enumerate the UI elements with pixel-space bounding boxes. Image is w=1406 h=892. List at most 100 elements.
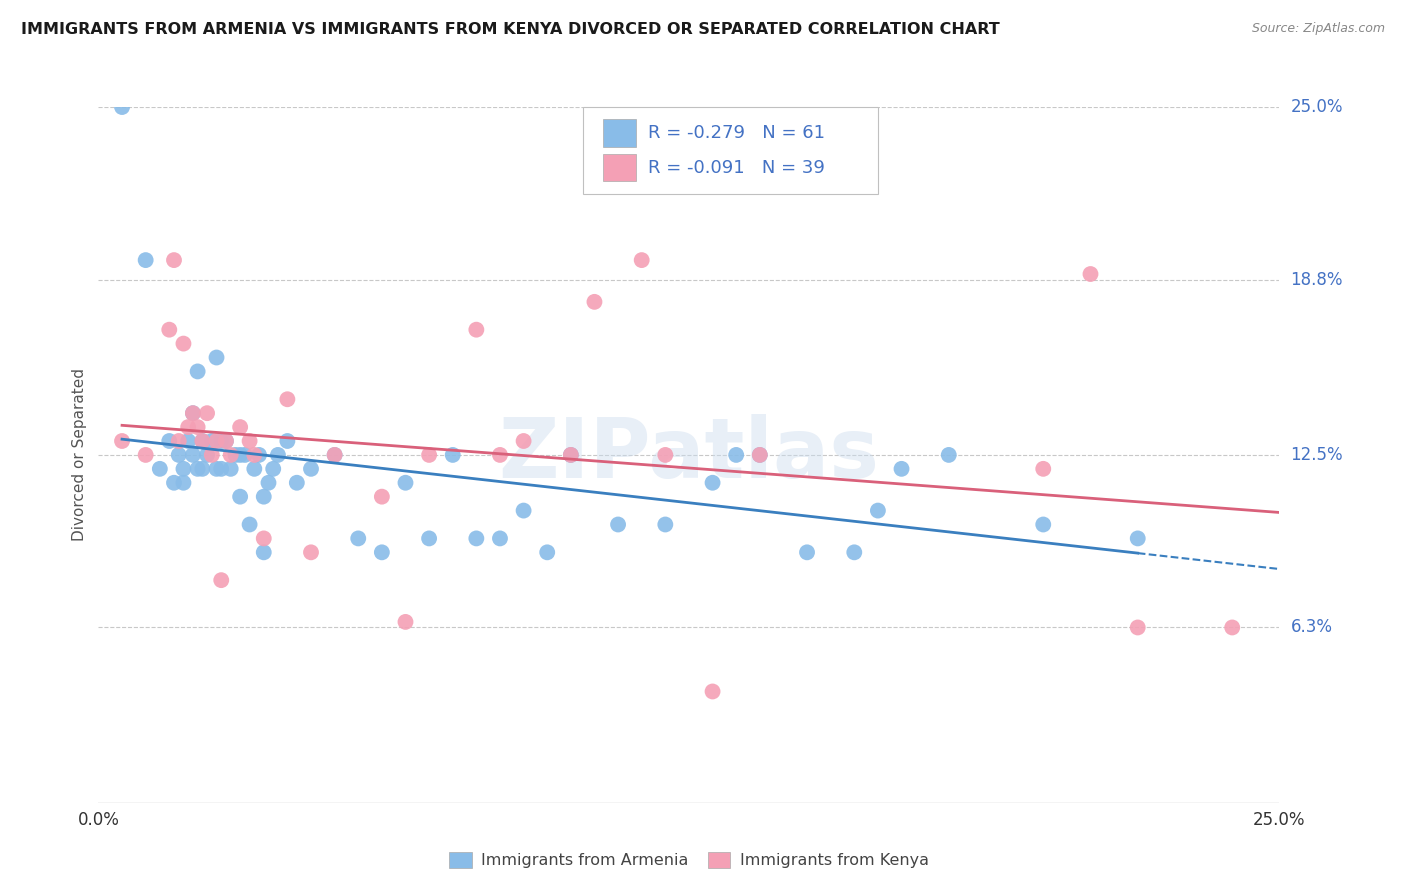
- Point: [512, 503, 534, 517]
- Point: [191, 434, 214, 448]
- Point: [276, 392, 298, 407]
- Point: [229, 490, 252, 504]
- Text: 18.8%: 18.8%: [1291, 270, 1343, 289]
- Point: [111, 100, 134, 114]
- Point: [418, 448, 440, 462]
- Point: [607, 517, 630, 532]
- Point: [205, 351, 228, 365]
- Point: [748, 448, 770, 462]
- Point: [725, 448, 748, 462]
- Point: [560, 448, 582, 462]
- Point: [441, 448, 464, 462]
- Point: [205, 462, 228, 476]
- Point: [285, 475, 308, 490]
- Point: [239, 517, 262, 532]
- Point: [157, 323, 180, 337]
- Point: [209, 434, 232, 448]
- Point: [796, 545, 818, 559]
- Point: [111, 434, 134, 448]
- Point: [1032, 462, 1054, 476]
- Point: [1032, 517, 1054, 532]
- Point: [167, 434, 190, 448]
- Point: [702, 684, 724, 698]
- Point: [299, 462, 322, 476]
- Point: [205, 434, 228, 448]
- Point: [465, 532, 488, 546]
- Text: ZIPatlas: ZIPatlas: [499, 415, 879, 495]
- Legend: Immigrants from Armenia, Immigrants from Kenya: Immigrants from Armenia, Immigrants from…: [443, 846, 935, 875]
- Point: [748, 448, 770, 462]
- Point: [536, 545, 558, 559]
- Point: [181, 406, 204, 420]
- Point: [191, 434, 214, 448]
- Text: R = -0.091   N = 39: R = -0.091 N = 39: [648, 159, 824, 177]
- Point: [257, 475, 280, 490]
- Point: [163, 253, 186, 268]
- Point: [512, 434, 534, 448]
- Point: [157, 434, 180, 448]
- Point: [195, 406, 218, 420]
- Point: [323, 448, 346, 462]
- Point: [560, 448, 582, 462]
- Text: R = -0.279   N = 61: R = -0.279 N = 61: [648, 124, 824, 142]
- Point: [135, 253, 157, 268]
- Point: [229, 448, 252, 462]
- Point: [938, 448, 960, 462]
- Point: [371, 545, 394, 559]
- Point: [195, 448, 218, 462]
- Point: [172, 475, 194, 490]
- Text: Source: ZipAtlas.com: Source: ZipAtlas.com: [1251, 22, 1385, 36]
- Point: [394, 475, 416, 490]
- Point: [253, 545, 276, 559]
- Text: 12.5%: 12.5%: [1291, 446, 1343, 464]
- Point: [253, 490, 276, 504]
- Point: [239, 434, 262, 448]
- Point: [489, 532, 512, 546]
- Point: [323, 448, 346, 462]
- Point: [844, 545, 866, 559]
- Point: [1080, 267, 1102, 281]
- Bar: [603, 119, 636, 146]
- Point: [1126, 532, 1149, 546]
- Point: [253, 532, 276, 546]
- Point: [209, 573, 232, 587]
- Point: [149, 462, 172, 476]
- Point: [347, 532, 370, 546]
- Point: [267, 448, 290, 462]
- Point: [489, 448, 512, 462]
- Point: [654, 448, 676, 462]
- Point: [229, 420, 252, 434]
- Point: [209, 462, 232, 476]
- Point: [201, 448, 224, 462]
- Y-axis label: Divorced or Separated: Divorced or Separated: [72, 368, 87, 541]
- Point: [187, 420, 209, 434]
- FancyBboxPatch shape: [582, 107, 877, 194]
- Point: [418, 532, 440, 546]
- Point: [172, 462, 194, 476]
- Point: [187, 364, 209, 378]
- Point: [1126, 620, 1149, 634]
- Text: 6.3%: 6.3%: [1291, 618, 1333, 637]
- Point: [181, 448, 204, 462]
- Point: [135, 448, 157, 462]
- Point: [583, 294, 606, 309]
- Point: [215, 434, 238, 448]
- Point: [262, 462, 284, 476]
- Point: [219, 448, 242, 462]
- Point: [276, 434, 298, 448]
- Point: [371, 490, 394, 504]
- Point: [215, 434, 238, 448]
- Point: [167, 448, 190, 462]
- Point: [181, 406, 204, 420]
- Point: [299, 545, 322, 559]
- Point: [630, 253, 652, 268]
- Point: [224, 448, 246, 462]
- Text: IMMIGRANTS FROM ARMENIA VS IMMIGRANTS FROM KENYA DIVORCED OR SEPARATED CORRELATI: IMMIGRANTS FROM ARMENIA VS IMMIGRANTS FR…: [21, 22, 1000, 37]
- Point: [1220, 620, 1243, 634]
- Point: [654, 517, 676, 532]
- Point: [702, 475, 724, 490]
- Point: [201, 434, 224, 448]
- Point: [172, 336, 194, 351]
- Point: [243, 462, 266, 476]
- Bar: [603, 153, 636, 181]
